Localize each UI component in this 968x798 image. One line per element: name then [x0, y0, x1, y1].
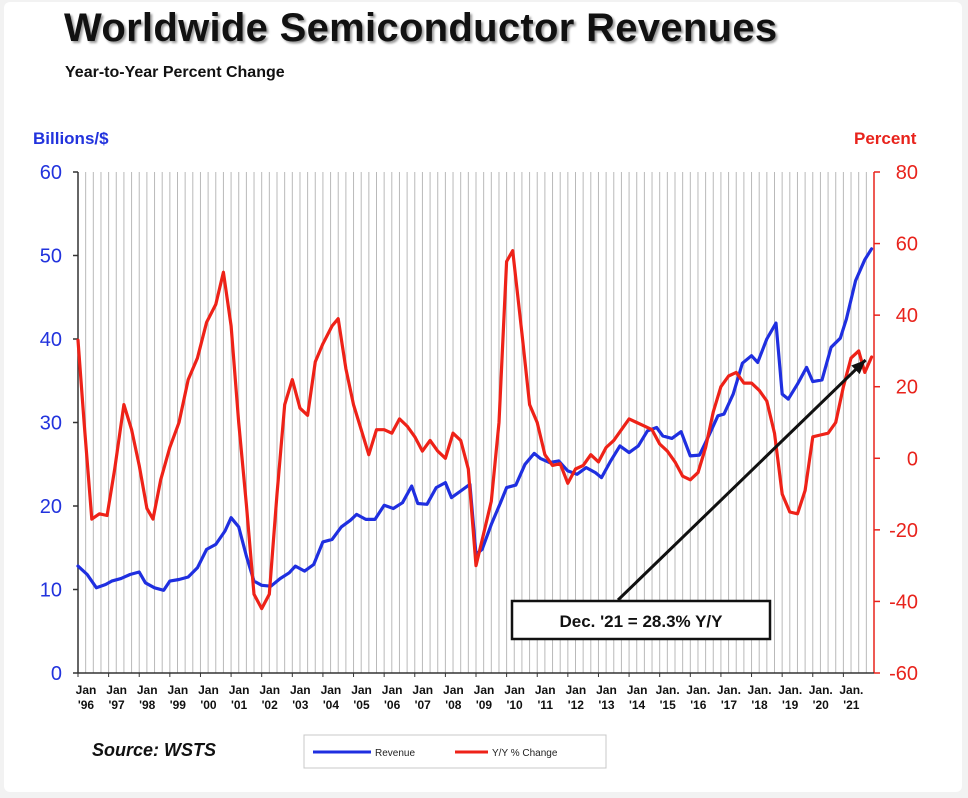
x-tick-label-year: '19 — [782, 698, 799, 712]
x-tick-label-year: '13 — [598, 698, 615, 712]
x-tick-label-year: '00 — [200, 698, 217, 712]
x-tick-label-month: Jan — [412, 683, 433, 697]
left-tick-label: 50 — [40, 246, 62, 268]
x-tick-label-year: '11 — [537, 698, 553, 712]
x-tick-label-year: '96 — [78, 698, 95, 712]
annotation-arrow-head — [851, 360, 866, 375]
right-tick-label: -40 — [889, 591, 918, 613]
x-tick-label-year: '01 — [231, 698, 248, 712]
x-tick-label-month: Jan — [535, 683, 556, 697]
right-tick-label: 40 — [896, 305, 918, 327]
yoy-change-series-line — [76, 249, 874, 611]
left-tick-label: 20 — [40, 496, 62, 518]
x-tick-label-year: '17 — [721, 698, 738, 712]
x-tick-label-year: '14 — [629, 698, 646, 712]
x-tick-label-month: Jan — [321, 683, 342, 697]
x-tick-label-year: '12 — [568, 698, 585, 712]
x-tick-label-month: Jan — [596, 683, 617, 697]
x-tick-label-month: Jan. — [748, 683, 772, 697]
x-tick-label-month: Jan. — [717, 683, 741, 697]
x-tick-label-year: '20 — [813, 698, 830, 712]
legend: Revenue Y/Y % Change — [303, 734, 607, 769]
x-tick-label-month: Jan. — [656, 683, 680, 697]
x-tick-label-year: '05 — [353, 698, 370, 712]
x-tick-label-month: Jan — [76, 683, 97, 697]
left-axis-unit-label: Billions/$ — [33, 129, 109, 148]
x-tick-label-month: Jan — [229, 683, 250, 697]
x-tick-label-month: Jan — [504, 683, 525, 697]
x-tick-label-month: Jan — [137, 683, 158, 697]
left-tick-label: 30 — [40, 413, 62, 435]
x-tick-label-year: '98 — [139, 698, 156, 712]
annotation-text: Dec. '21 = 28.3% Y/Y — [560, 612, 724, 631]
x-tick-label-year: '08 — [445, 698, 462, 712]
legend-revenue-label: Revenue — [375, 748, 415, 759]
x-tick-label-month: Jan — [351, 683, 372, 697]
chart-title: Worldwide Semiconductor Revenues — [64, 6, 778, 50]
source-note: Source: WSTS — [92, 740, 217, 760]
x-tick-label-year: '18 — [751, 698, 768, 712]
left-tick-label: 0 — [51, 663, 62, 685]
x-tick-label-year: '21 — [843, 698, 860, 712]
annotation-box — [510, 599, 772, 641]
right-tick-label: 20 — [896, 377, 918, 399]
chart-subtitle: Year-to-Year Percent Change — [65, 64, 285, 81]
x-tick-label-year: '07 — [415, 698, 432, 712]
annotation-arrow-line — [616, 358, 867, 602]
x-tick-label-month: Jan — [566, 683, 587, 697]
x-tick-label-month: Jan — [198, 683, 219, 697]
x-tick-label-month: Jan — [259, 683, 280, 697]
x-tick-label-year: '04 — [323, 698, 340, 712]
x-tick-label-month: Jan. — [839, 683, 863, 697]
x-tick-label-year: '09 — [476, 698, 493, 712]
left-tick-label: 60 — [40, 162, 62, 184]
x-tick-label-year: '10 — [507, 698, 524, 712]
vertical-grid — [77, 172, 875, 673]
x-tick-label-month: Jan. — [686, 683, 710, 697]
left-tick-label: 40 — [40, 329, 62, 351]
x-tick-label-year: '03 — [292, 698, 309, 712]
x-tick-label-month: Jan. — [778, 683, 802, 697]
legend-yoy-change-label: Y/Y % Change — [492, 748, 558, 759]
x-tick-label-year: '06 — [384, 698, 401, 712]
x-tick-label-month: Jan — [290, 683, 311, 697]
right-axis-unit-label: Percent — [854, 129, 917, 148]
x-tick-label-year: '99 — [170, 698, 187, 712]
right-tick-label: 80 — [896, 162, 918, 184]
x-tick-label-month: Jan — [443, 683, 464, 697]
x-tick-label-month: Jan — [474, 683, 495, 697]
x-tick-label-year: '16 — [690, 698, 707, 712]
x-tick-label-month: Jan — [382, 683, 403, 697]
left-tick-label: 10 — [40, 580, 62, 602]
x-tick-label-year: '15 — [660, 698, 677, 712]
x-tick-label-month: Jan — [168, 683, 189, 697]
right-tick-label: -20 — [889, 520, 918, 542]
x-tick-label-year: '02 — [262, 698, 279, 712]
x-tick-label-month: Jan. — [809, 683, 833, 697]
x-tick-label-month: Jan — [106, 683, 127, 697]
right-tick-label: -60 — [889, 663, 918, 685]
x-tick-label-month: Jan — [627, 683, 648, 697]
right-tick-label: 60 — [896, 234, 918, 256]
x-tick-label-year: '97 — [109, 698, 126, 712]
right-tick-label: 0 — [907, 448, 918, 470]
